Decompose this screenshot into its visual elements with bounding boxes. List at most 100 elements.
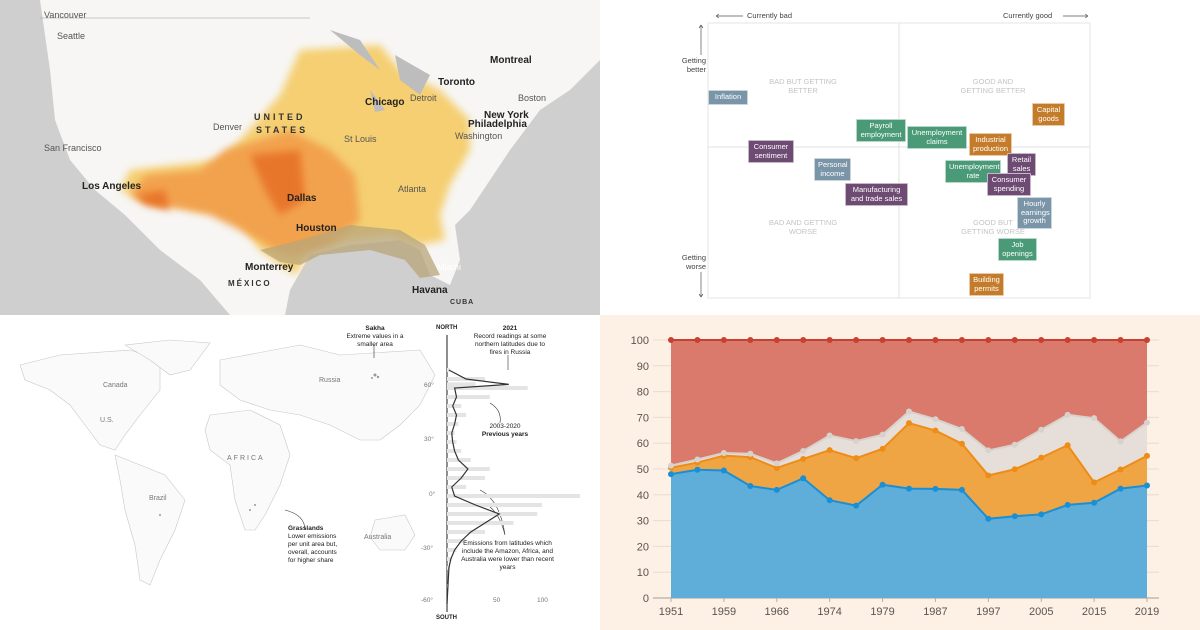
point-series_2 — [879, 445, 886, 452]
point-series_3 — [826, 432, 833, 439]
point-series_1 — [1144, 482, 1150, 489]
point-series_2 — [1011, 466, 1018, 473]
point-series_3 — [1144, 419, 1150, 426]
point-series_2 — [1038, 454, 1045, 461]
label-detroit: Detroit — [410, 93, 437, 103]
label-us: U.S. — [100, 417, 114, 424]
point-series_4 — [906, 337, 912, 343]
point-series_4 — [1091, 337, 1098, 343]
label-states: STATES — [256, 125, 309, 135]
label-new-york: New York — [484, 110, 529, 121]
grasslands-text: Lower emissions per unit area but, overa… — [288, 533, 338, 564]
previous-years-bar — [447, 440, 457, 444]
point-series_4 — [1117, 337, 1124, 343]
previous-range: 2003-2020 — [489, 423, 521, 430]
point-series_1 — [1091, 499, 1098, 506]
y-tick-label: 80 — [637, 387, 649, 399]
quadrant-label-tr: GOOD AND GETTING BETTER — [960, 77, 1026, 95]
previous-years-annotation: 2003-2020 Previous years — [475, 423, 535, 439]
point-series_2 — [932, 427, 939, 434]
previous-years-bar — [447, 503, 542, 507]
point-series_3 — [906, 408, 912, 415]
indicator-label: Hourly earnings growth — [1017, 197, 1052, 229]
sakha-text: Extreme values in a smaller area — [346, 333, 404, 348]
indicator-label: Manufacturing and trade sales — [845, 183, 908, 206]
previous-years-bar — [447, 422, 459, 426]
line-2021 — [446, 369, 509, 605]
world-map-graphic — [19, 335, 580, 612]
y-tick-label: 20 — [637, 541, 649, 553]
point-series_3 — [694, 456, 701, 463]
arrow-left-icon — [715, 13, 743, 19]
point-series_1 — [1117, 485, 1124, 492]
y2021-title: 2021 — [502, 325, 518, 332]
point-series_4 — [853, 337, 860, 343]
x-tick-label: 1951 — [659, 606, 683, 618]
sakha-annotation: Sakha Extreme values in a smaller area — [340, 325, 410, 349]
point-series_1 — [1011, 513, 1018, 520]
x-tick-label: 2015 — [1082, 606, 1106, 618]
previous-years-bar — [447, 382, 476, 387]
point-series_2 — [1117, 466, 1124, 473]
north-label: NORTH — [436, 325, 458, 331]
point-series_3 — [747, 450, 754, 457]
point-series_1 — [668, 471, 674, 478]
previous-years-bar — [447, 404, 462, 408]
point-series_2 — [853, 455, 860, 462]
label-russia: Russia — [319, 377, 341, 384]
point-series_3 — [668, 462, 674, 469]
point-series_1 — [879, 481, 886, 488]
point-series_2 — [1064, 442, 1071, 449]
point-series_1 — [985, 515, 992, 522]
y-tick-label: 60 — [637, 438, 649, 450]
previous-text: Previous years — [481, 431, 529, 438]
economy-quadrant-chart: Currently bad Currently good Getting bet… — [600, 0, 1200, 315]
us-heat-map: Vancouver Seattle San Francisco Los Ange… — [0, 0, 600, 315]
area-series_3 — [671, 411, 1147, 483]
point-series_4 — [694, 337, 701, 343]
x-tick-label: 1974 — [817, 606, 841, 618]
label-denver: Denver — [213, 122, 243, 132]
stacked-area-chart: 0 10 20 30 40 50 60 70 80 90 100 1951 1959 1966 1974 19… — [600, 315, 1200, 630]
point-series_1 — [747, 483, 754, 490]
area-series_1 — [671, 469, 1147, 598]
fire-emissions-world-map: Canada U.S. AFRICA Brazil Russia Austral… — [0, 315, 600, 630]
point-series_4 — [747, 337, 754, 343]
label-vancouver: Vancouver — [44, 10, 87, 20]
x-tick-label: 1966 — [765, 606, 789, 618]
label-philadelphia: Philadelphia — [468, 119, 527, 130]
point-series_1 — [826, 497, 833, 504]
point-series_3 — [985, 447, 992, 454]
label-brazil: Brazil — [149, 495, 167, 502]
point-series_4 — [1011, 337, 1018, 343]
sakha-title: Sakha — [365, 325, 385, 332]
y-tick-label: 90 — [637, 361, 649, 373]
point-series_2 — [1144, 452, 1150, 459]
previous-years-bar — [447, 557, 452, 561]
x-tick-label: 2005 — [1029, 606, 1053, 618]
point-series_2 — [800, 455, 807, 462]
y-tick-label: 40 — [637, 490, 649, 502]
x-tick-label: 1959 — [712, 606, 736, 618]
point-series_2 — [1091, 479, 1098, 486]
point-series_2 — [826, 447, 833, 454]
point-series_1 — [1064, 501, 1071, 508]
label-toronto: Toronto — [438, 77, 476, 88]
point-series_3 — [773, 460, 780, 467]
point-series_4 — [1064, 337, 1071, 343]
point-series_4 — [773, 337, 780, 343]
point-series_3 — [800, 447, 807, 454]
y-tick-label: 10 — [637, 567, 649, 579]
lat-tick-30: 30° — [424, 436, 434, 443]
grasslands-pointer — [284, 509, 306, 531]
label-africa: AFRICA — [227, 455, 265, 462]
y-axis-top-label: Getting better — [681, 56, 706, 74]
point-series_2 — [773, 464, 780, 471]
lat-tick-minus30: -30° — [421, 545, 433, 552]
point-series_1 — [1038, 511, 1045, 518]
indicator-label: Capital goods — [1032, 103, 1065, 126]
previous-years-bar — [447, 485, 466, 489]
x-tick-label: 2019 — [1135, 606, 1159, 618]
label-dallas: Dallas — [287, 193, 317, 204]
y-tick-label: 0 — [643, 593, 649, 605]
